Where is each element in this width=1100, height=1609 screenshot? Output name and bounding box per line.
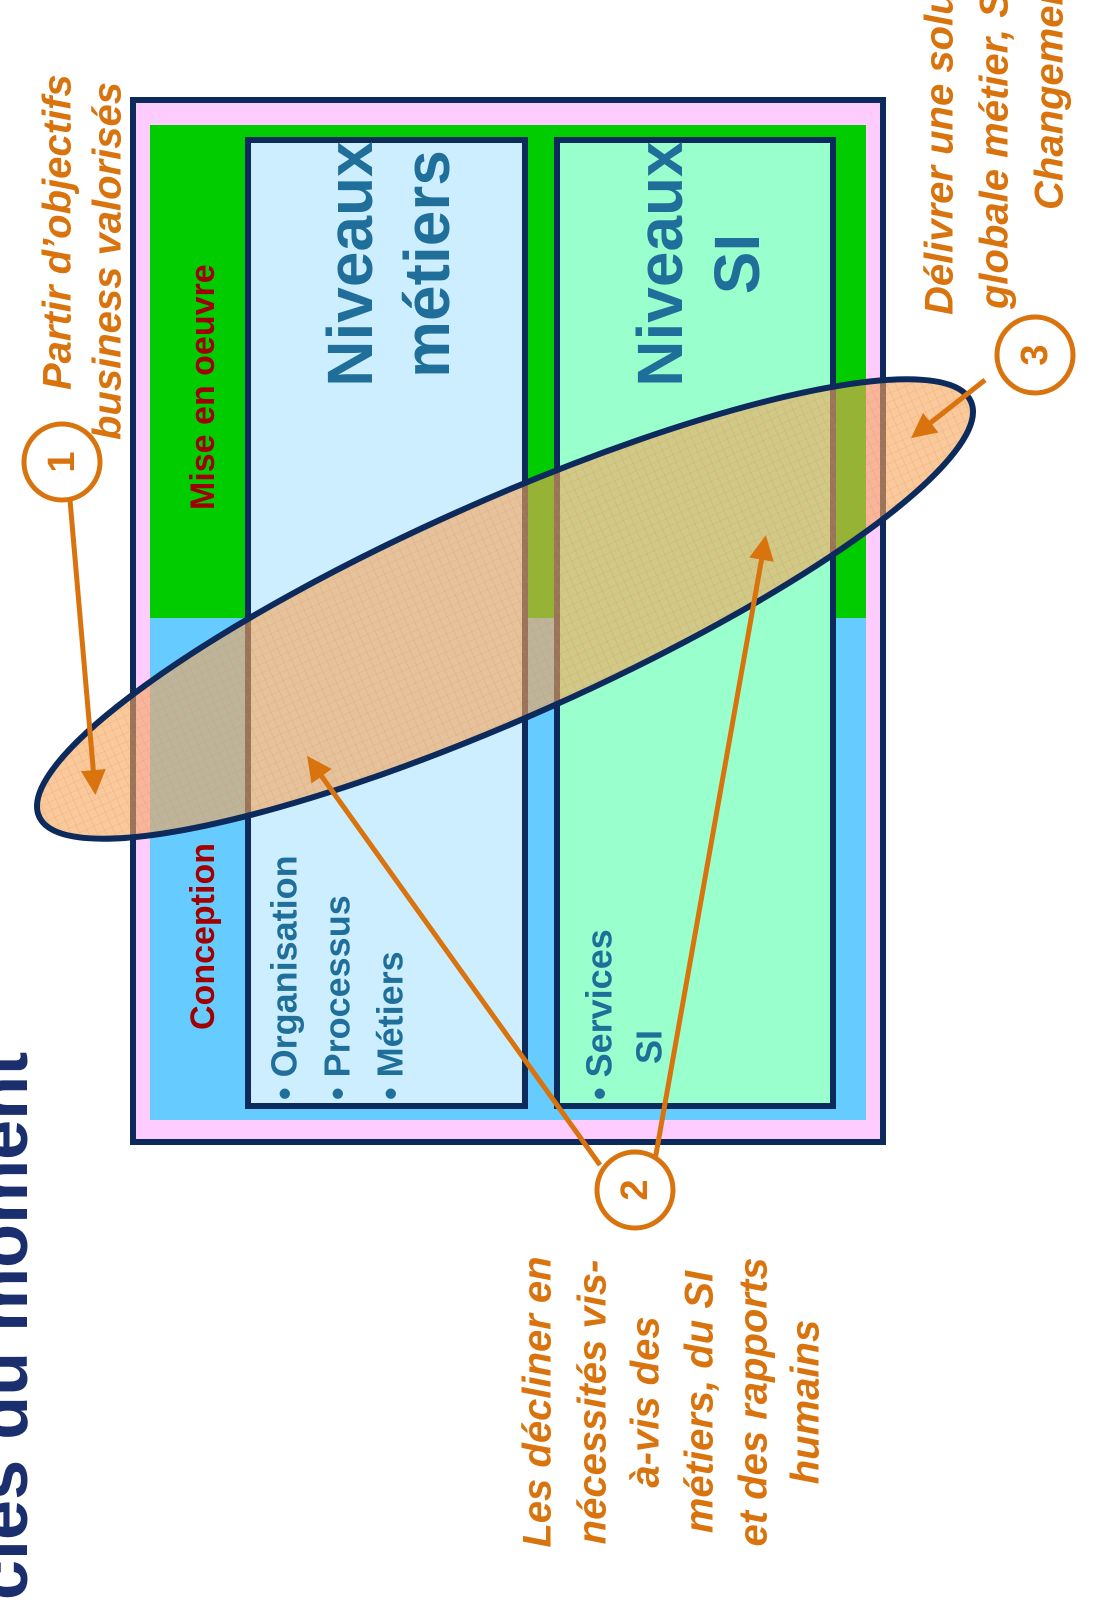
zone-label: Mise en oeuvre (184, 264, 222, 510)
zone-label: Conception (184, 843, 222, 1030)
rotated-content: cles du moment Conception Mise en oeuvre… (0, 0, 1076, 1600)
step-text: humains (784, 1320, 828, 1484)
bullet: • Services (579, 929, 620, 1100)
step-text: à-vis des (624, 1316, 668, 1487)
step-text: Délivrer une solution (918, 0, 962, 315)
step-text: business valorisés (86, 82, 130, 440)
box-heading: SI (701, 234, 773, 294)
step-circle (994, 314, 1076, 396)
step-text: globale métier, SI, (973, 0, 1017, 310)
step-text: Changement (1028, 0, 1072, 210)
step-number: 3 (1014, 344, 1056, 365)
bullet: • Métiers (370, 951, 411, 1100)
title: cles du moment (0, 1052, 43, 1600)
box-heading: Niveaux (624, 141, 696, 387)
arrow (307, 755, 603, 1167)
step-circle (594, 1149, 676, 1231)
step-text: Les décliner en (516, 1256, 560, 1547)
step-circle (21, 421, 103, 503)
highlight-ellipse (34, 376, 976, 842)
arrow (652, 535, 774, 1161)
step-text: nécessités vis- (571, 1260, 615, 1545)
box-heading: Niveaux (314, 141, 386, 387)
arrow (911, 378, 987, 439)
arrows (67, 378, 987, 1167)
box-heading: métiers (391, 150, 463, 378)
arrow (67, 499, 106, 795)
step-number: 1 (41, 451, 83, 472)
step-text: Partir d’objectifs (36, 74, 80, 390)
bullet: • Processus (317, 895, 358, 1100)
step-text: métiers, du SI (678, 1270, 722, 1533)
step-number: 2 (614, 1179, 656, 1200)
bullet: • Organisation (264, 855, 305, 1100)
step-text: et des rapports (732, 1258, 776, 1547)
bullet: SI (629, 1030, 670, 1064)
